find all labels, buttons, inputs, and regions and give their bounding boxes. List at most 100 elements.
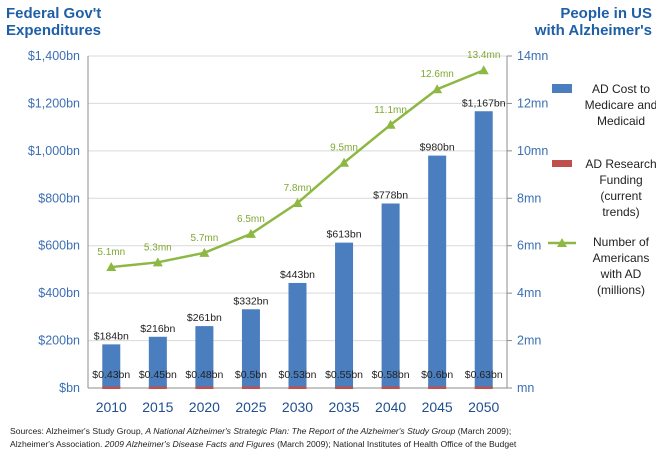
left-axis-title-line: Federal Gov't bbox=[6, 5, 101, 22]
x-tick-label: 2035 bbox=[328, 399, 359, 415]
x-tick-label: 2050 bbox=[468, 399, 499, 415]
cost-bar bbox=[241, 309, 260, 388]
people-line-label: 12.6mn bbox=[420, 69, 453, 80]
left-y-tick-label: $1,000bn bbox=[28, 144, 80, 158]
research-bar-label: $0.43bn bbox=[92, 369, 130, 381]
x-tick-label: 2015 bbox=[142, 399, 173, 415]
x-tick-label: 2040 bbox=[375, 399, 406, 415]
people-line-point bbox=[152, 257, 163, 267]
cost-bar bbox=[335, 242, 354, 388]
right-y-tick-label: 2mn bbox=[517, 334, 541, 348]
left-y-tick-label: $1,400bn bbox=[28, 49, 80, 63]
cost-bar-label: $980bn bbox=[420, 142, 455, 154]
sources-line-1: Sources: Alzheimer's Study Group, A Nati… bbox=[10, 425, 650, 438]
research-bar-label: $0.63bn bbox=[465, 369, 503, 381]
right-y-axis-ticks: mn 2mn 4mn 6mn 8mn 10mn 12mn 14mn bbox=[517, 49, 548, 395]
x-tick-label: 2030 bbox=[282, 399, 313, 415]
cost-bar bbox=[428, 155, 447, 388]
people-line-label: 11.1mn bbox=[374, 105, 407, 116]
left-y-tick-label: $400bn bbox=[38, 286, 80, 300]
right-axis-title-line: People in US bbox=[560, 5, 652, 22]
x-axis-ticks: 2010 2015 2020 2025 2030 2035 2040 2045 2050 bbox=[96, 399, 500, 415]
legend-label-people: Number of bbox=[593, 235, 650, 249]
research-bar-label: $0.45bn bbox=[139, 369, 177, 381]
sources-title-2: 2009 Alzheimer's Disease Facts and Figur… bbox=[104, 439, 275, 449]
legend-swatch-marker bbox=[557, 238, 567, 247]
cost-bar bbox=[288, 282, 307, 388]
people-line-label: 5.1mn bbox=[97, 247, 125, 258]
legend-label-people: Americans bbox=[593, 251, 650, 265]
legend-swatch-research bbox=[552, 160, 572, 167]
sources-text-1: Sources: Alzheimer's Study Group, bbox=[10, 426, 146, 436]
sources-text-2: (March 2009); bbox=[455, 426, 512, 436]
legend-label-cost: Medicaid bbox=[597, 114, 645, 128]
people-line-point bbox=[478, 65, 489, 75]
cost-bar-label: $1,167bn bbox=[462, 97, 506, 109]
legend-label-cost: AD Cost to bbox=[592, 82, 650, 96]
research-bar-label: $0.48bn bbox=[185, 369, 223, 381]
cost-bar-label: $184bn bbox=[94, 330, 129, 342]
people-line-label: 6.5mn bbox=[237, 214, 265, 225]
people-line-label: 13.4mn bbox=[467, 50, 500, 61]
legend-label-research: (current bbox=[600, 189, 642, 203]
x-tick-label: 2020 bbox=[189, 399, 220, 415]
sources-text-4: (March 2009); National Institutes of Hea… bbox=[274, 439, 517, 449]
people-line-point bbox=[106, 262, 117, 272]
cost-bar-label: $216bn bbox=[140, 323, 175, 335]
people-line-point bbox=[199, 247, 210, 257]
people-line-point bbox=[432, 84, 443, 94]
right-y-tick-label: 14mn bbox=[517, 49, 548, 63]
x-tick-label: 2045 bbox=[422, 399, 453, 415]
research-bar bbox=[195, 386, 214, 389]
cost-bar bbox=[148, 336, 167, 388]
x-tick-label: 2010 bbox=[96, 399, 127, 415]
research-bar bbox=[241, 386, 260, 389]
x-tick-label: 2025 bbox=[235, 399, 266, 415]
research-bars bbox=[102, 386, 493, 389]
people-line-point bbox=[385, 119, 396, 129]
cost-bar bbox=[474, 111, 493, 389]
people-line-label: 5.7mn bbox=[190, 233, 218, 244]
legend-label-people: (millions) bbox=[597, 283, 645, 297]
people-line-point bbox=[339, 157, 350, 167]
legend-label-research: AD Research bbox=[585, 157, 656, 171]
sources-text-3: Alzheimer's Association. bbox=[10, 439, 105, 449]
legend-swatch-cost bbox=[552, 84, 572, 93]
cost-bar bbox=[102, 344, 121, 388]
left-y-tick-label: $600bn bbox=[38, 239, 80, 253]
people-line-label: 7.8mn bbox=[284, 183, 312, 194]
left-y-axis-ticks: $bn $200bn $400bn $600bn $800bn $1,000bn $1,20… bbox=[28, 49, 80, 395]
cost-bar bbox=[195, 326, 214, 388]
research-bar-label: $0.55bn bbox=[325, 369, 363, 381]
research-bar-label: $0.5bn bbox=[235, 369, 267, 381]
left-y-tick-label: $200bn bbox=[38, 334, 80, 348]
legend-label-research: Funding bbox=[599, 173, 642, 187]
right-y-tick-label: 10mn bbox=[517, 144, 548, 158]
people-line-label: 5.3mn bbox=[144, 242, 172, 253]
right-y-tick-label: mn bbox=[517, 381, 534, 395]
sources-note: Sources: Alzheimer's Study Group, A Nati… bbox=[10, 425, 650, 451]
people-line-label: 9.5mn bbox=[330, 143, 358, 154]
cost-bar-label: $778bn bbox=[373, 190, 408, 202]
left-axis-title-line: Expenditures bbox=[6, 22, 101, 39]
left-y-tick-label: $1,200bn bbox=[28, 96, 80, 110]
people-line-path bbox=[111, 69, 485, 269]
right-y-tick-label: 4mn bbox=[517, 286, 541, 300]
cost-bar-label: $332bn bbox=[233, 295, 268, 307]
research-bar bbox=[474, 386, 493, 389]
left-y-tick-label: $800bn bbox=[38, 191, 80, 205]
legend-label-research: trends) bbox=[602, 205, 639, 219]
legend: AD Cost to Medicare and Medicaid AD Researc… bbox=[548, 82, 656, 297]
gridlines bbox=[88, 55, 507, 342]
research-bar bbox=[288, 386, 307, 389]
research-bar bbox=[148, 386, 167, 389]
sources-title-1: A National Alzheimer's Strategic Plan: T… bbox=[145, 426, 456, 436]
left-y-tick-label: $bn bbox=[59, 381, 80, 395]
cost-bar-label: $613bn bbox=[327, 229, 362, 241]
people-line-point bbox=[292, 198, 303, 208]
research-bar bbox=[102, 386, 121, 389]
right-y-tick-label: 8mn bbox=[517, 191, 541, 205]
people-line-point bbox=[245, 228, 256, 238]
